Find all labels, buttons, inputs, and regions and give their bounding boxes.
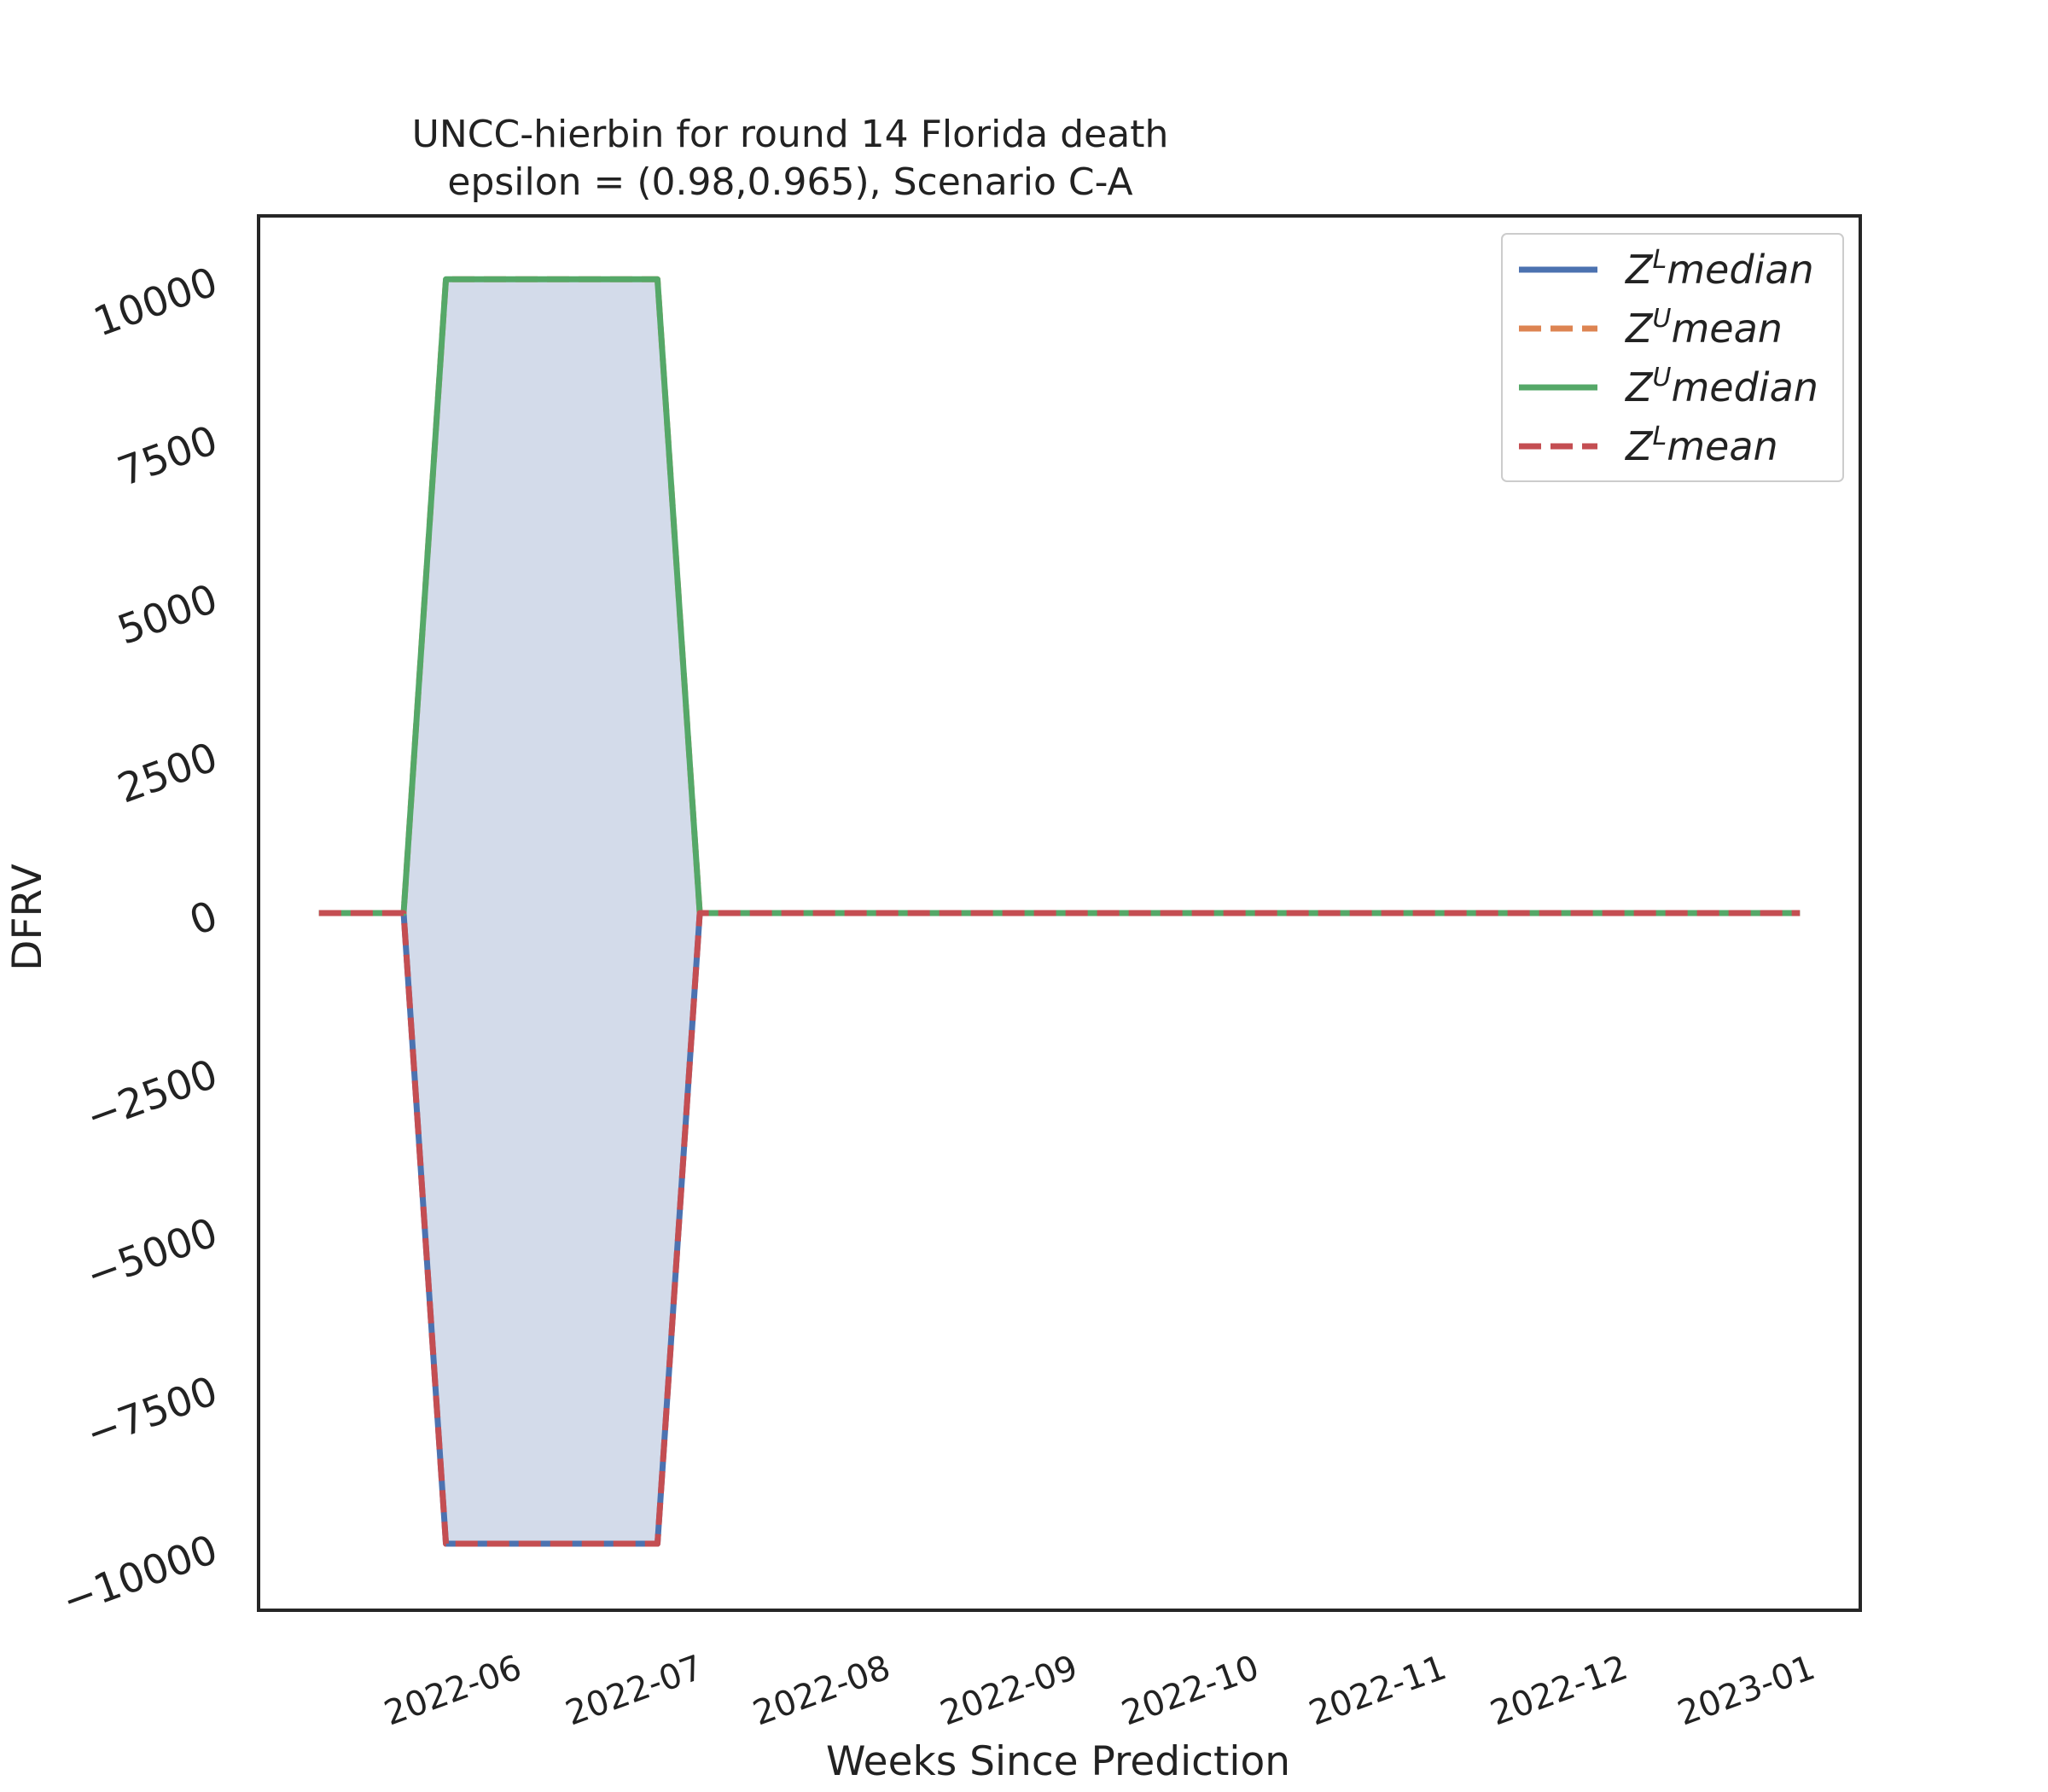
y-tick-label: 2500 [112,734,224,813]
x-axis-ticks: 2022-06 2022-07 2022-08 2022-09 2022-10 2022-… [379,1648,1820,1733]
x-tick-label: 2022-12 [1486,1648,1633,1733]
plot-frame [257,214,1862,1612]
legend: ZLmedian ZUmean ZUmedian ZLmean [1501,233,1844,482]
y-tick-label: −7500 [80,1368,224,1458]
y-axis-ticks: 10000 7500 5000 2500 0 −2500 −5000 −7500 −10000 [56,259,224,1626]
y-tick-label: 0 [183,893,224,945]
x-tick-label: 2022-06 [379,1648,527,1733]
x-tick-label: 2022-11 [1304,1648,1452,1733]
fill-between-band [318,279,1801,1545]
x-tick-label: 2022-10 [1117,1648,1265,1733]
legend-label-0: ZLmedian [1624,245,1814,293]
legend-label-1: ZUmean [1624,304,1783,352]
plot-area [318,276,1801,1547]
x-tick-label: 2022-07 [561,1648,708,1733]
y-tick-label: −2500 [80,1050,224,1141]
x-tick-label: 2022-08 [748,1648,896,1733]
legend-label-3: ZLmean [1624,422,1778,469]
series-line-3 [318,910,1801,1547]
y-tick-label: −10000 [56,1526,224,1625]
y-axis-label: DFRV [4,864,51,970]
x-axis-label: Weeks Since Prediction [826,1738,1290,1785]
chart-title-line2: epsilon = (0.98,0.965), Scenario C-A [447,160,1132,204]
y-tick-label: 5000 [112,575,224,655]
y-tick-label: −5000 [80,1209,224,1300]
legend-label-2: ZUmedian [1624,363,1818,410]
chart-title-line1: UNCC-hierbin for round 14 Florida death [412,113,1169,156]
x-tick-label: 2023-01 [1673,1648,1820,1733]
y-tick-label: 10000 [88,259,224,346]
legend-box [1501,233,1844,482]
x-tick-label: 2022-09 [935,1648,1083,1733]
y-tick-label: 7500 [112,417,224,497]
